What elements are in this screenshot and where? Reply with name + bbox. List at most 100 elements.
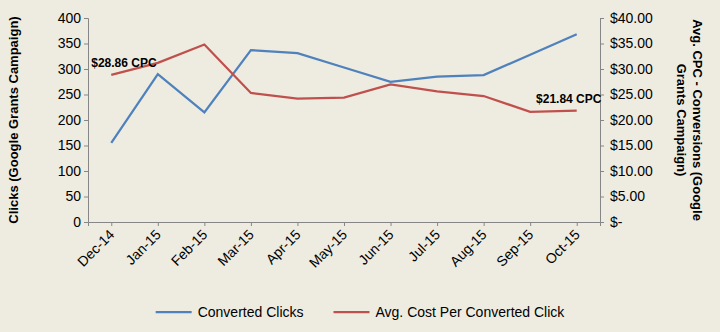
y-tick-mark — [84, 69, 88, 70]
y2-tick-label: $- — [610, 214, 623, 230]
y-tick-label: 150 — [58, 137, 82, 153]
y-tick-mark — [84, 222, 88, 223]
x-tick: Oct-15 — [542, 222, 583, 267]
x-tick-mark — [391, 222, 392, 226]
x-tick-label: Dec-14 — [74, 226, 117, 269]
x-tick: Apr-15 — [263, 222, 304, 267]
legend-swatch — [334, 311, 370, 313]
x-tick: Jan-15 — [122, 222, 164, 268]
series-line — [111, 34, 576, 143]
x-tick-mark — [111, 222, 112, 226]
y2-tick: $25.00 — [600, 86, 653, 102]
y2-tick-mark — [600, 197, 604, 198]
x-tick-mark — [530, 222, 531, 226]
y-tick-mark — [84, 197, 88, 198]
y2-axis-line — [601, 19, 605, 223]
y-tick-label: 350 — [58, 35, 82, 51]
y-tick: 100 — [58, 163, 88, 179]
y-tick-mark — [84, 18, 88, 19]
y2-tick-label: $25.00 — [610, 86, 653, 102]
y-tick: 400 — [58, 10, 88, 26]
legend-label: Converted Clicks — [198, 304, 304, 320]
y2-tick: $20.00 — [600, 112, 653, 128]
x-tick-label: Oct-15 — [542, 226, 583, 267]
annotation: $21.84 CPC — [536, 92, 602, 106]
y2-tick: $30.00 — [600, 61, 653, 77]
x-tick-mark — [484, 222, 485, 226]
y2-tick-mark — [600, 69, 604, 70]
y-tick-mark — [84, 95, 88, 96]
series-layer — [111, 34, 576, 143]
y2-tick-mark — [600, 44, 604, 45]
y2-tick-label: $35.00 — [610, 35, 653, 51]
x-tick-label: Jan-15 — [122, 226, 164, 268]
x-tick-label: Aug-15 — [446, 226, 489, 269]
x-tick: Jul-15 — [405, 222, 443, 265]
x-tick-label: Jun-15 — [355, 226, 397, 268]
y2-axis-title: Avg. CPC - Conversions (GoogleGrants Cam… — [674, 19, 705, 221]
y2-tick-label: $15.00 — [610, 137, 653, 153]
y2-tick: $5.00 — [600, 188, 645, 204]
chart: 0 50 100 150 200 250 300 350 400 $- $5.00 $10.00 $15… — [0, 0, 720, 332]
y-tick: 250 — [58, 86, 88, 102]
y2-tick-mark — [600, 18, 604, 19]
legend-label: Avg. Cost Per Converted Click — [376, 304, 566, 320]
x-tick-mark — [251, 222, 252, 226]
x-tick: Aug-15 — [446, 222, 489, 270]
x-axis: Dec-14Jan-15Feb-15Mar-15Apr-15May-15Jun-… — [74, 222, 600, 271]
x-tick-label: Sep-15 — [493, 226, 536, 269]
y2-tick-label: $40.00 — [610, 10, 653, 26]
y2-tick: $40.00 — [600, 10, 653, 26]
y2-tick-mark — [600, 146, 604, 147]
y2-axis: $- $5.00 $10.00 $15.00 $20.00 $25.00 $30.00 $35… — [600, 10, 653, 230]
y-axis-line — [84, 19, 89, 223]
y2-tick-label: $10.00 — [610, 163, 653, 179]
x-tick: Feb-15 — [168, 222, 211, 269]
x-tick-mark — [204, 222, 205, 226]
x-tick-label: Feb-15 — [168, 226, 211, 269]
x-tick: Sep-15 — [493, 222, 536, 270]
legend-swatch — [156, 311, 192, 313]
y2-tick-mark — [600, 120, 604, 121]
y-tick: 0 — [73, 214, 88, 230]
x-tick-label: May-15 — [306, 226, 350, 270]
y-axis: 0 50 100 150 200 250 300 350 400 — [58, 10, 89, 230]
legend-item: Converted Clicks — [156, 304, 304, 320]
y-tick: 150 — [58, 137, 88, 153]
y2-tick-label: $5.00 — [610, 188, 645, 204]
y2-tick-label: $30.00 — [610, 61, 653, 77]
y2-tick-label: $20.00 — [610, 112, 653, 128]
x-tick-label: Apr-15 — [263, 226, 304, 267]
y-tick-label: 200 — [58, 112, 82, 128]
x-tick-label: Mar-15 — [214, 226, 257, 269]
y-tick-mark — [84, 44, 88, 45]
series-line — [111, 45, 576, 112]
x-tick-mark — [344, 222, 345, 226]
annotation: $28.86 CPC — [91, 56, 157, 70]
x-tick-mark — [577, 222, 578, 226]
y2-tick: $15.00 — [600, 137, 653, 153]
y-tick-label: 400 — [58, 10, 82, 26]
y-tick-label: 300 — [58, 61, 82, 77]
x-tick: Dec-14 — [74, 222, 117, 270]
x-axis-line — [89, 223, 601, 227]
x-tick: May-15 — [306, 222, 350, 271]
y2-tick: $35.00 — [600, 35, 653, 51]
x-tick-label: Jul-15 — [405, 226, 443, 264]
y2-tick: $- — [600, 214, 623, 230]
y-tick: 300 — [58, 61, 88, 77]
y-tick-mark — [84, 171, 88, 172]
y2-tick: $10.00 — [600, 163, 653, 179]
x-tick: Mar-15 — [214, 222, 257, 269]
y-tick-label: 100 — [58, 163, 82, 179]
y-tick-mark — [84, 120, 88, 121]
y-axis-title: Clicks (Google Grants Campaign) — [6, 16, 21, 223]
legend-item: Avg. Cost Per Converted Click — [334, 304, 566, 320]
y-tick-mark — [84, 146, 88, 147]
y-tick-label: 0 — [73, 214, 81, 230]
plot: 0 50 100 150 200 250 300 350 400 $- $5.00 $10.00 $15… — [58, 10, 653, 271]
y-tick-label: 250 — [58, 86, 82, 102]
legend: Converted Clicks Avg. Cost Per Converted … — [156, 304, 566, 320]
x-tick-mark — [158, 222, 159, 226]
y-tick: 50 — [65, 188, 88, 204]
